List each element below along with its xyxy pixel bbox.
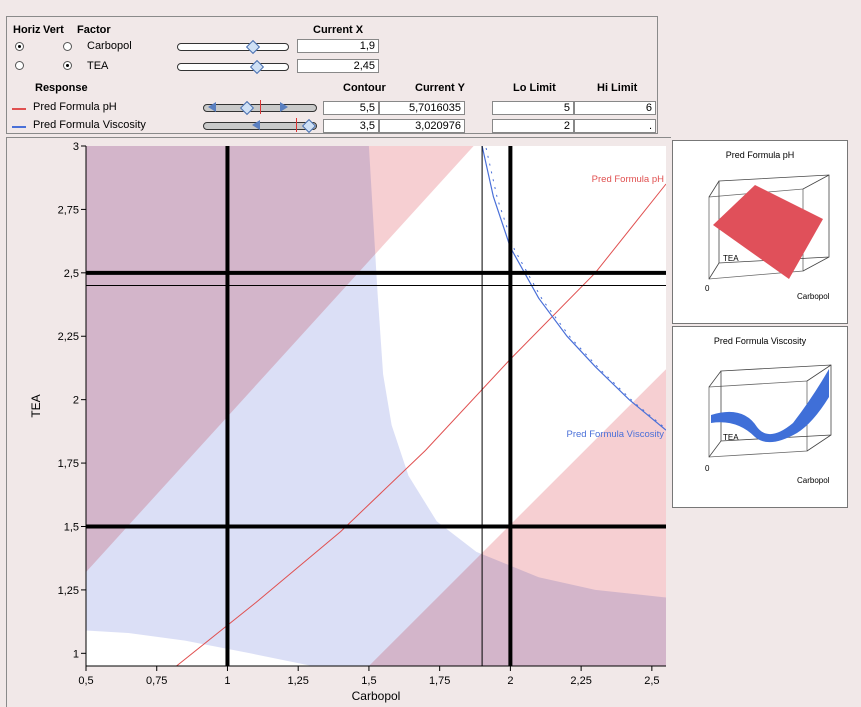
viscosity-legend-line [12, 126, 26, 128]
tea-current-x-field[interactable]: 2,45 [297, 59, 379, 73]
ph-surface-title: Pred Formula pH [726, 150, 795, 160]
ph-contour-slider[interactable] [203, 100, 317, 116]
ph-lo-limit-handle[interactable] [208, 102, 216, 112]
viscosity-current-y-field: 3,020976 [379, 119, 465, 133]
viscosity-surface-origin: 0 [705, 464, 710, 473]
carbopol-current-x-field[interactable]: 1,9 [297, 39, 379, 53]
horiz-radio-tea[interactable] [15, 61, 24, 70]
x-tick-label: 0,75 [146, 675, 167, 687]
response-label-ph: Pred Formula pH [33, 101, 117, 113]
y-axis-title: TEA [29, 394, 43, 417]
ph-response-surface [713, 185, 823, 279]
carbopol-slider[interactable] [177, 39, 289, 55]
viscosity-surface-axis-tea: TEA [723, 433, 739, 442]
y-tick-label: 1,75 [58, 458, 79, 470]
ph-contour-field[interactable]: 5,5 [323, 101, 379, 115]
x-tick-label: 0,5 [78, 675, 93, 687]
horiz-header: Horiz [13, 24, 41, 36]
ph-hi-limit-field[interactable]: 6 [574, 101, 656, 115]
x-tick-label: 2,5 [644, 675, 659, 687]
ph-surface-origin: 0 [705, 284, 710, 293]
ph-legend-line [12, 108, 26, 110]
ph-surface-axis-carbopol: Carbopol [797, 292, 830, 301]
vert-header: Vert [43, 24, 64, 36]
x-tick-label: 2,25 [570, 675, 591, 687]
viscosity-contour-curve [481, 146, 666, 431]
ph-surface-axis-tea: TEA [723, 254, 739, 263]
x-tick-label: 2 [507, 675, 513, 687]
vert-radio-tea[interactable] [63, 61, 72, 70]
factor-header: Factor [77, 24, 111, 36]
x-tick-label: 1,75 [429, 675, 450, 687]
contour-plot-frame [6, 137, 671, 707]
factor-label-tea: TEA [87, 60, 109, 72]
contour-plot[interactable]: 1 1,25 1,5 1,75 2 2,25 2,5 2,75 3 0,5 0,75 1 1,25 1,5… [0, 136, 670, 706]
ph-surface-panel[interactable]: Pred Formula pH TEA 0 Carbopol [672, 140, 848, 324]
viscosity-contour-slider[interactable] [203, 118, 317, 134]
viscosity-out-of-limit-region [86, 146, 666, 666]
control-panel: Horiz Vert Factor Current X Carbopol 1,9… [6, 16, 658, 134]
viscosity-curve-label: Pred Formula Viscosity [567, 429, 665, 440]
viscosity-surface-axis-carbopol: Carbopol [797, 476, 830, 485]
viscosity-contour-field[interactable]: 3,5 [323, 119, 379, 133]
ph-current-marker [260, 100, 261, 114]
x-tick-label: 1,25 [287, 675, 308, 687]
ph-curve-label: Pred Formula pH [592, 174, 664, 185]
viscosity-hi-limit-field[interactable]: . [574, 119, 656, 133]
lo-limit-header: Lo Limit [513, 82, 556, 94]
viscosity-lo-limit-handle[interactable] [252, 120, 260, 130]
ph-surface-plot: Pred Formula pH TEA 0 Carbopol [705, 150, 830, 301]
viscosity-response-surface [711, 369, 829, 443]
response-label-viscosity: Pred Formula Viscosity [33, 119, 146, 131]
y-tick-label: 2,5 [64, 268, 79, 280]
y-tick-label: 2,25 [58, 331, 79, 343]
hi-limit-header: Hi Limit [597, 82, 638, 94]
x-tick-label: 1 [224, 675, 230, 687]
tea-slider[interactable] [177, 59, 289, 75]
y-tick-label: 1,5 [64, 521, 79, 533]
y-tick-label: 2 [73, 395, 79, 407]
ph-contour-thumb[interactable] [239, 100, 255, 116]
viscosity-surface-title: Pred Formula Viscosity [714, 336, 807, 346]
response-header: Response [35, 82, 88, 94]
ph-hi-limit-handle[interactable] [280, 102, 288, 112]
viscosity-contour-thumb[interactable] [301, 118, 317, 134]
current-x-header: Current X [313, 24, 364, 36]
ph-current-y-field: 5,7016035 [379, 101, 465, 115]
factor-label-carbopol: Carbopol [87, 40, 132, 52]
vert-radio-carbopol[interactable] [63, 42, 72, 51]
viscosity-surface-panel[interactable]: Pred Formula Viscosity TEA 0 Carbopol [672, 326, 848, 508]
horiz-radio-carbopol[interactable] [15, 42, 24, 51]
viscosity-surface-plot: Pred Formula Viscosity TEA 0 Carbopol [705, 336, 832, 485]
current-y-header: Current Y [415, 82, 465, 94]
y-tick-label: 1,25 [58, 585, 79, 597]
ph-lo-limit-field[interactable]: 5 [492, 101, 574, 115]
x-tick-label: 1,5 [361, 675, 376, 687]
y-tick-label: 1 [73, 648, 79, 660]
y-tick-label: 2,75 [58, 204, 79, 216]
contour-header: Contour [343, 82, 386, 94]
tea-slider-thumb[interactable] [249, 59, 265, 75]
viscosity-current-marker [296, 118, 297, 132]
viscosity-lo-limit-field[interactable]: 2 [492, 119, 574, 133]
y-tick-label: 3 [73, 141, 79, 153]
carbopol-slider-thumb[interactable] [245, 39, 261, 55]
x-axis-title: Carbopol [352, 689, 401, 703]
